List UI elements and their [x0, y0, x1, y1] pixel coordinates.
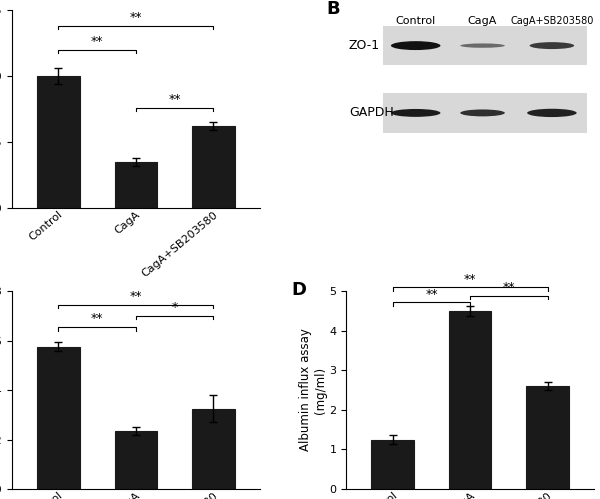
Bar	[371, 440, 414, 489]
Ellipse shape	[460, 109, 505, 116]
Bar	[37, 76, 80, 208]
Text: **: **	[503, 281, 515, 294]
Text: **: **	[464, 272, 476, 285]
Text: Control: Control	[395, 16, 436, 26]
Text: D: D	[292, 281, 307, 299]
Ellipse shape	[530, 42, 574, 49]
Text: B: B	[326, 0, 340, 18]
Bar	[383, 26, 587, 65]
Bar	[115, 162, 157, 208]
Text: CagA: CagA	[468, 16, 497, 26]
Bar	[449, 311, 491, 489]
Bar	[37, 347, 80, 489]
Ellipse shape	[391, 109, 440, 117]
Text: GAPDH: GAPDH	[349, 106, 394, 119]
Text: **: **	[91, 35, 103, 48]
Y-axis label: Albumin influx assay
(mg/ml): Albumin influx assay (mg/ml)	[299, 329, 327, 452]
Bar	[192, 409, 235, 489]
Text: ZO-1: ZO-1	[349, 39, 380, 52]
Text: **: **	[130, 11, 142, 24]
Bar	[383, 93, 587, 133]
Ellipse shape	[460, 43, 505, 48]
Text: **: **	[91, 312, 103, 325]
Bar	[115, 431, 157, 489]
Text: **: **	[130, 290, 142, 303]
Text: **: **	[168, 93, 181, 106]
Text: CagA+SB203580: CagA+SB203580	[510, 16, 593, 26]
Bar	[192, 126, 235, 208]
Ellipse shape	[527, 109, 577, 117]
Text: *: *	[172, 301, 178, 314]
Bar	[526, 386, 569, 489]
Text: **: **	[425, 287, 438, 300]
Ellipse shape	[391, 41, 440, 50]
